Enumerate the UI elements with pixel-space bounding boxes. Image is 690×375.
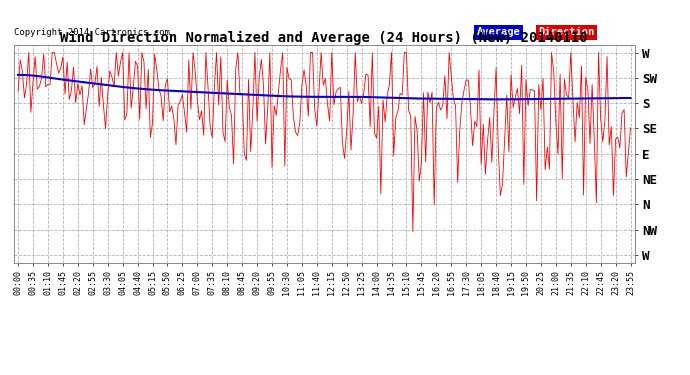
Title: Wind Direction Normalized and Average (24 Hours) (New) 20140110: Wind Direction Normalized and Average (2… — [61, 31, 588, 45]
Text: Average: Average — [477, 27, 520, 38]
Text: Direction: Direction — [539, 27, 595, 38]
Text: Copyright 2014 Cartronics.com: Copyright 2014 Cartronics.com — [14, 28, 170, 38]
